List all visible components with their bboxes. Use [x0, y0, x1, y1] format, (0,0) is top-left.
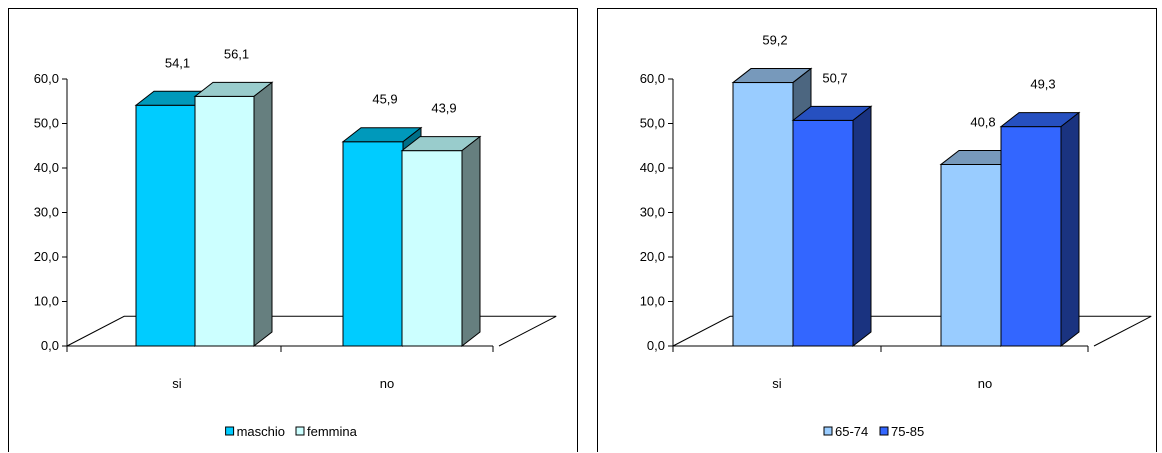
y-tick-label: 30,0 [34, 205, 59, 220]
bar-front [940, 163, 1002, 347]
floor-plane [66, 315, 557, 347]
y-tick-label: 0,0 [647, 338, 665, 353]
bar-front [135, 104, 196, 347]
bar-side [253, 81, 273, 348]
y-tick-label: 10,0 [640, 294, 665, 309]
bar-side [852, 105, 872, 348]
data-label: 54,1 [165, 55, 190, 70]
bar-side [1060, 111, 1080, 348]
y-tick-label: 60,0 [34, 71, 59, 86]
y-tick-label: 60,0 [640, 71, 665, 86]
data-label: 45,9 [372, 92, 397, 107]
chart-panel-age: 0,0 10,0 20,0 30,0 40,0 50,0 60,0 si no 59,2 50,7 4… [597, 8, 1157, 452]
legend-swatch [225, 426, 235, 436]
y-tick-label: 20,0 [34, 249, 59, 264]
legend-label: femmina [307, 424, 358, 439]
x-tick-label: no [380, 376, 394, 391]
legend-label: maschio [237, 424, 285, 439]
bar-side [461, 135, 481, 348]
y-tick-label: 20,0 [640, 249, 665, 264]
y-tick-label: 0,0 [41, 338, 59, 353]
data-label: 59,2 [762, 33, 787, 48]
bar-front [194, 95, 255, 347]
x-tick-label: si [172, 376, 182, 391]
bar-front [342, 141, 404, 347]
y-tick-label: 40,0 [640, 160, 665, 175]
bar-front [792, 119, 854, 347]
y-tick-label: 10,0 [34, 294, 59, 309]
legend-swatch [823, 426, 833, 436]
chart-gender-svg: 0,0 10,0 20,0 30,0 40,0 50,0 60,0 si no 54,1 56,1 4… [34, 46, 557, 439]
legend-swatch [879, 426, 889, 436]
bar-front [1000, 126, 1062, 347]
y-tick-label: 50,0 [34, 116, 59, 131]
bar-front [732, 82, 794, 347]
data-label: 40,8 [970, 114, 995, 129]
y-tick-label: 40,0 [34, 160, 59, 175]
x-tick-label: si [772, 376, 782, 391]
data-label: 43,9 [431, 101, 456, 116]
data-label: 56,1 [224, 46, 249, 61]
chart-panel-gender: 0,0 10,0 20,0 30,0 40,0 50,0 60,0 si no 54,1 56,1 4… [8, 8, 578, 452]
data-label: 49,3 [1030, 77, 1055, 92]
data-label: 50,7 [822, 70, 847, 85]
legend-label: 75-85 [891, 424, 924, 439]
y-tick-label: 30,0 [640, 205, 665, 220]
x-tick-label: no [978, 376, 992, 391]
legend-label: 65-74 [835, 424, 868, 439]
chart-age-svg: 0,0 10,0 20,0 30,0 40,0 50,0 60,0 si no 59,2 50,7 4… [640, 33, 1152, 439]
y-tick-label: 50,0 [640, 116, 665, 131]
bar-front [401, 150, 463, 347]
legend-swatch [295, 426, 305, 436]
